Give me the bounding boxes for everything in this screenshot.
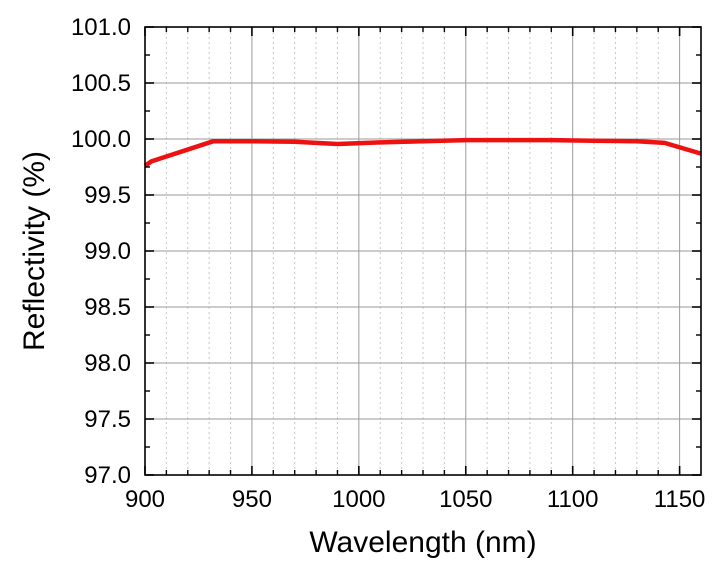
x-tick-label: 1100: [547, 486, 599, 513]
y-tick-label: 97.5: [84, 406, 131, 433]
y-tick-label: 98.0: [84, 350, 131, 377]
y-tick-label: 101.0: [71, 14, 131, 41]
axis-ticks: [144, 26, 701, 476]
y-tick-label: 99.0: [84, 238, 131, 265]
x-axis-title: Wavelength (nm): [309, 526, 536, 559]
x-tick-label: 1050: [439, 486, 492, 513]
y-axis-title: Reflectivity (%): [18, 151, 51, 351]
y-tick-label: 99.5: [84, 182, 131, 209]
series-layer: [143, 137, 702, 168]
y-tick-label: 100.5: [71, 70, 131, 97]
x-tick-label: 1000: [332, 486, 385, 513]
y-tick-label: 97.0: [84, 462, 131, 489]
y-tick-label: 100.0: [71, 126, 131, 153]
y-tick-labels: 97.0 97.5 98.0 98.5 99.0 99.5 100.0 100.5 101.0: [71, 14, 131, 489]
x-tick-label: 900: [125, 486, 165, 513]
x-tick-label: 950: [232, 486, 272, 513]
y-tick-label: 98.5: [84, 294, 131, 321]
x-tick-labels: 900 950 1000 1050 1100 1150: [125, 486, 705, 513]
x-tick-label: 1150: [654, 486, 706, 513]
reflectivity-series-line: [143, 137, 702, 168]
plot-frame: [144, 26, 702, 476]
grid: [144, 26, 701, 476]
